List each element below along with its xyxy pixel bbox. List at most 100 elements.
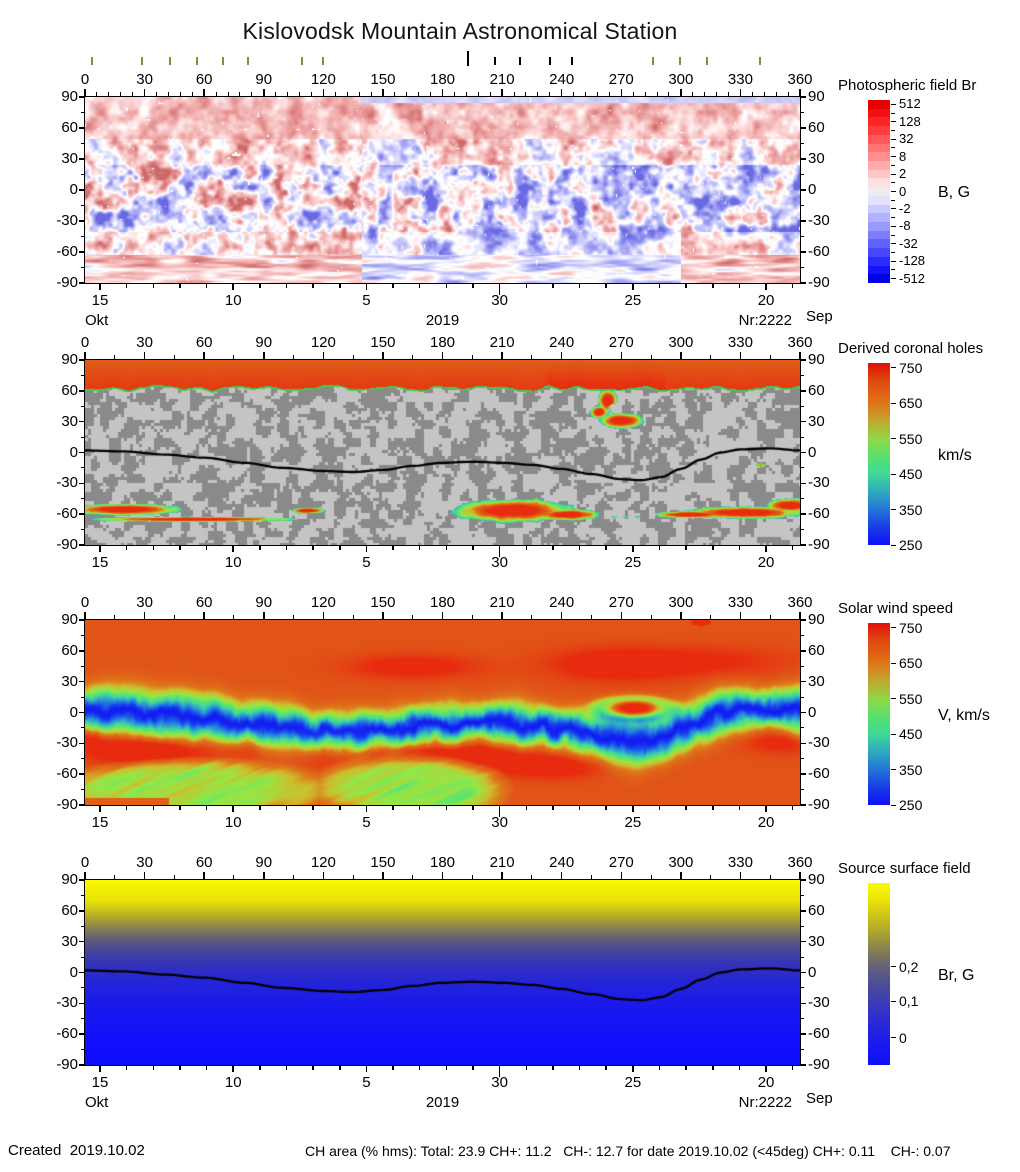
date-tick [791, 546, 794, 550]
latitude-major-tick [801, 420, 806, 423]
longitude-tick-label: 60 [195, 854, 213, 871]
date-tick [765, 806, 767, 812]
date-tick-label: 15 [91, 554, 109, 571]
longitude-tick-label: 180 [429, 594, 456, 611]
colorbar-tick [891, 208, 896, 210]
longitude-tick-label: 90 [255, 854, 273, 871]
date-tick [232, 806, 234, 812]
longitude-major-tick [263, 872, 265, 880]
colorbar-title: Photospheric field Br [838, 77, 977, 94]
latitude-major-tick [801, 451, 806, 454]
longitude-tick-label: 360 [787, 334, 813, 351]
month-label-right: Sep [806, 1090, 833, 1107]
latitude-tick-label-left: 60 [61, 641, 78, 659]
latitude-tick-label-left: 0 [69, 443, 78, 461]
colorbar-block [868, 178, 890, 188]
longitude-major-tick [441, 89, 444, 97]
latitude-minor-tick [81, 727, 84, 729]
colorbar-minor-tick [891, 182, 895, 184]
date-tick [605, 1066, 607, 1070]
latitude-major-tick [79, 773, 84, 775]
latitude-major-tick [79, 359, 84, 361]
longitude-major-tick [84, 89, 86, 97]
longitude-tick-label: 330 [727, 71, 753, 88]
date-tick [312, 284, 314, 288]
active-region-tick-black [493, 57, 496, 65]
longitude-major-tick [799, 872, 801, 880]
longitude-tick-label: 210 [489, 334, 515, 351]
date-tick [285, 546, 288, 550]
latitude-minor-tick [801, 236, 804, 237]
date-tick [498, 806, 501, 817]
active-region-tick-olive [90, 57, 93, 65]
date-tick [738, 284, 741, 288]
date-tick [259, 284, 261, 288]
latitude-tick-label-left: 90 [61, 611, 78, 628]
longitude-minor-tick [293, 615, 295, 620]
longitude-minor-tick [590, 355, 592, 360]
date-tick [365, 546, 368, 552]
latitude-tick-label-right: -90 [808, 274, 830, 291]
latitude-tick-label-left: 30 [61, 150, 78, 167]
latitude-minor-tick [81, 205, 84, 206]
latitude-minor-tick [801, 467, 804, 469]
colorbar-block [868, 213, 890, 223]
date-tick [205, 1066, 208, 1070]
latitude-tick-label-right: 0 [808, 703, 817, 721]
colorbar-tick [891, 278, 896, 280]
date-tick [605, 806, 607, 810]
date-tick [791, 806, 794, 810]
date-tick [99, 546, 101, 552]
latitude-tick-label-left: -60 [56, 243, 78, 260]
longitude-tick-label: 300 [668, 334, 694, 351]
longitude-minor-tick [644, 92, 646, 97]
latitude-minor-tick [81, 789, 84, 791]
longitude-tick-label: 210 [489, 71, 515, 88]
longitude-minor-tick [656, 92, 658, 97]
longitude-tick-label: 150 [370, 594, 396, 611]
longitude-minor-tick [310, 92, 312, 97]
date-tick [445, 284, 448, 288]
date-tick [285, 806, 288, 810]
rotation-number-label: Nr:2222 [738, 1094, 792, 1111]
latitude-tick-label-right: 30 [808, 150, 825, 167]
longitude-tick-label: 120 [310, 334, 336, 351]
longitude-minor-tick [412, 875, 414, 880]
longitude-minor-tick [406, 92, 408, 97]
latitude-major-tick [79, 910, 84, 912]
colorbar-coronal-holes [868, 363, 890, 545]
longitude-major-tick [143, 872, 146, 880]
date-tick [712, 284, 714, 288]
colorbar-unit-label: km/s [938, 446, 972, 464]
longitude-major-tick [143, 352, 146, 360]
longitude-minor-tick [418, 92, 420, 97]
latitude-tick-label-right: 90 [808, 611, 825, 628]
date-tick [472, 284, 474, 288]
colorbar-tick [891, 662, 896, 664]
longitude-tick-label: 210 [489, 594, 515, 611]
longitude-major-tick [143, 89, 146, 97]
colorbar-tick [891, 473, 896, 475]
latitude-major-tick [801, 711, 806, 714]
latitude-major-tick [801, 1033, 806, 1035]
longitude-tick-label: 60 [195, 71, 213, 88]
date-tick-label: 5 [362, 814, 371, 831]
longitude-minor-tick [513, 92, 515, 97]
date-tick [312, 546, 314, 550]
latitude-major-tick [801, 619, 806, 621]
longitude-minor-tick [769, 875, 771, 880]
date-tick [152, 284, 155, 288]
month-label-left: Okt [85, 312, 109, 329]
longitude-tick-label: 360 [787, 594, 813, 611]
longitude-minor-tick [156, 92, 157, 97]
colorbar-tick-label: 350 [899, 501, 923, 518]
longitude-major-tick [203, 352, 205, 360]
latitude-minor-tick [801, 374, 804, 376]
longitude-minor-tick [352, 615, 354, 620]
date-tick [658, 806, 661, 810]
date-tick [365, 1066, 368, 1072]
date-tick [632, 284, 634, 290]
date-tick [578, 806, 581, 810]
colorbar-minor-tick [891, 130, 895, 131]
